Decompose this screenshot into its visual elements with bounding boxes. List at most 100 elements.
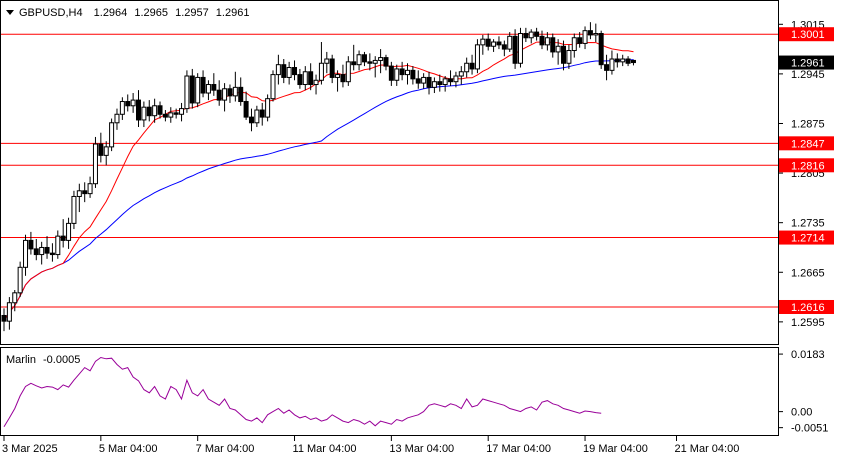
price-tick-label: 1.2665 (791, 267, 825, 279)
candle (195, 73, 201, 108)
svg-text:Marlin -0.0005: Marlin -0.0005 (6, 354, 80, 366)
candle (378, 49, 384, 74)
candle (388, 61, 394, 86)
symbol-dropdown-icon[interactable] (6, 10, 14, 15)
candle (103, 141, 109, 166)
candle (55, 230, 61, 259)
candle (168, 107, 174, 123)
candle (372, 56, 378, 78)
svg-text:GBPUSD,H4 1.2964 1.296: GBPUSD,H4 1.2964 1.2965 1.2957 1.2961 (19, 7, 249, 19)
level-label: 1.3001 (791, 29, 825, 41)
candle (28, 231, 34, 255)
candle (248, 108, 254, 132)
candle (286, 61, 292, 85)
candle (270, 70, 276, 102)
candle (539, 30, 545, 50)
oscillator-panel-frame (0, 347, 779, 436)
price-tick-label: 1.2875 (791, 118, 825, 130)
candle (297, 68, 303, 89)
level-label-box (779, 27, 834, 42)
price-tick-label: 1.2945 (791, 69, 825, 81)
candle (507, 32, 513, 52)
candle (528, 29, 534, 44)
candle (421, 73, 427, 89)
candle (92, 136, 98, 188)
candle (335, 70, 341, 92)
candle (6, 297, 12, 330)
candle (442, 76, 448, 92)
candle (587, 22, 593, 40)
current-price-label: 1.2961 (791, 58, 825, 70)
candle (571, 33, 577, 58)
time-tick-label: 21 Mar 04:00 (675, 443, 740, 455)
candle (308, 63, 314, 91)
level-label-box (779, 136, 834, 151)
candle (114, 108, 120, 130)
candle (329, 54, 335, 84)
candle (410, 66, 416, 85)
candle (109, 118, 115, 152)
candle (426, 71, 432, 95)
horizontal-levels (1, 33, 778, 308)
candle (66, 217, 72, 249)
candle (351, 44, 357, 71)
candle (496, 36, 502, 50)
candle (136, 90, 141, 128)
candle (561, 40, 567, 71)
candle (415, 70, 421, 89)
candle (146, 100, 152, 122)
oscillator-line (3, 356, 602, 427)
ma-blue-line (3, 59, 634, 322)
price-tick-label: 1.2595 (791, 317, 825, 329)
candle (184, 70, 190, 113)
candle (71, 190, 77, 230)
candle (550, 33, 556, 58)
candle (173, 108, 179, 119)
candle (222, 83, 228, 112)
high-value: 1.2965 (134, 7, 168, 19)
candle (448, 70, 454, 86)
low-value: 1.2957 (175, 7, 209, 19)
level-label: 1.2847 (791, 138, 825, 150)
candle (367, 53, 373, 71)
candle (44, 236, 50, 259)
candle (200, 70, 206, 98)
candle (620, 54, 626, 67)
candle (313, 74, 319, 95)
candle (49, 243, 55, 262)
main-panel-frame (0, 0, 779, 345)
candle (383, 54, 389, 71)
candle (437, 74, 443, 92)
candle (157, 101, 163, 119)
candle (469, 54, 475, 75)
candle (179, 102, 185, 122)
candle (17, 261, 23, 298)
candle (205, 80, 211, 101)
current-price-box (779, 55, 834, 70)
time-tick-label: 19 Mar 04:00 (583, 443, 648, 455)
candle (82, 182, 88, 203)
candle (259, 102, 265, 126)
candlesticks (1, 22, 636, 332)
oscillator-series (3, 356, 602, 427)
candle (292, 60, 298, 81)
candle (119, 97, 125, 120)
oscillator-tick-label: -0.0051 (791, 423, 828, 435)
candle (577, 32, 583, 48)
candle (399, 61, 405, 81)
candle (517, 27, 523, 68)
candle (340, 64, 346, 88)
candle (254, 105, 260, 128)
candle (593, 23, 599, 43)
candle (523, 27, 529, 43)
candle (12, 289, 18, 312)
ma-red-line (3, 41, 634, 322)
candle (356, 50, 362, 71)
candle (453, 71, 459, 88)
candle (281, 59, 287, 84)
time-tick-label: 17 Mar 04:00 (486, 443, 551, 455)
oscillator-axis: 0.0183 0.00 -0.0051 (778, 349, 828, 435)
candle (238, 77, 244, 106)
candle (33, 238, 39, 261)
